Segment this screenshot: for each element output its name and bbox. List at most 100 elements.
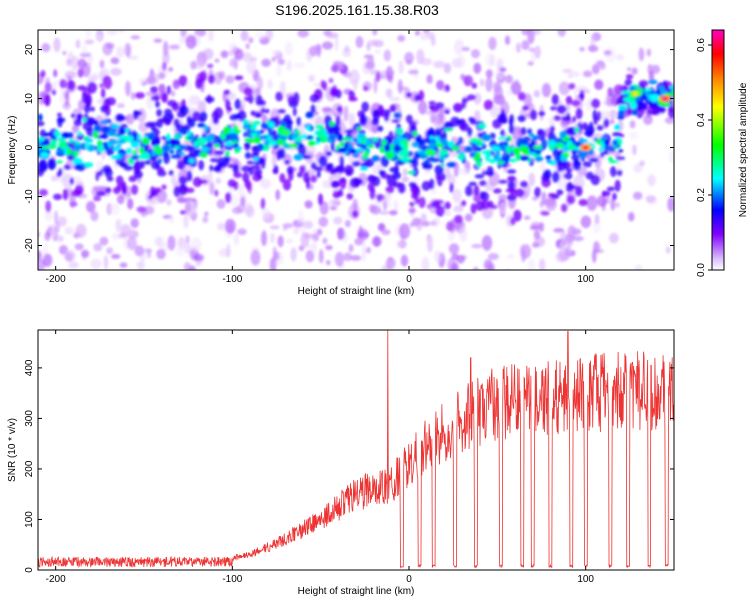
heatmap-cell [168,170,174,176]
heatmap-cell [212,117,220,125]
heatmap-cell [186,115,192,125]
x-tick-label: 100 [577,574,594,585]
heatmap-cell [89,106,95,112]
heatmap-cell [214,107,224,119]
heatmap-cell [279,80,287,96]
heatmap-cell [371,155,381,162]
heatmap-cell [430,158,440,163]
heatmap-cell [308,74,316,82]
heatmap-cell [557,30,566,37]
heatmap-cell [385,88,393,98]
heatmap-cell [395,128,404,135]
heatmap-cell [612,192,617,201]
heatmap-cell [385,257,396,270]
heatmap-cell [130,218,139,229]
heatmap-cell [333,216,343,225]
heatmap-cell [141,138,150,145]
heatmap-cell [625,73,634,80]
heatmap-cell [232,163,239,174]
heatmap-cell [240,196,246,207]
heatmap-cell [227,163,234,169]
heatmap-cell [277,109,286,114]
heatmap-cell [119,152,125,158]
heatmap-cell [541,82,552,98]
heatmap-cell [304,200,313,209]
heatmap-cell [83,162,94,168]
heatmap-cell [284,41,293,56]
heatmap-cell [96,190,106,197]
heatmap-cell [600,151,605,158]
heatmap-cell [561,120,571,126]
heatmap-cell [566,112,571,121]
heatmap-cell [233,13,241,23]
heatmap-cell [183,261,191,270]
heatmap-cell [106,202,113,215]
heatmap-cell [133,170,143,179]
heatmap-cell [428,141,436,150]
heatmap-cell [647,174,656,187]
heatmap-cell [517,91,526,101]
heatmap-cell [61,79,67,87]
colorbar-tick-label: 0.6 [696,38,707,52]
heatmap-cell [246,59,257,75]
heatmap-cell [670,91,674,97]
colorbar-tick-label: 0.0 [696,263,707,277]
heatmap-cell [658,85,665,93]
heatmap-cell [116,144,122,148]
heatmap-cell [433,250,442,263]
heatmap-cell [173,135,181,139]
heatmap-cell [110,155,120,160]
heatmap-cell [532,196,539,201]
heatmap-cell [314,140,320,145]
heatmap-cell [253,169,263,176]
heatmap-cell [385,185,395,194]
heatmap-cell [124,42,132,57]
heatmap-cell [489,105,500,118]
heatmap-cell [401,176,410,183]
heatmap-cell [428,105,436,110]
heatmap-cell [336,105,343,113]
snr-y-ticks: 0 100 200 300 400 [24,359,674,573]
heatmap-cell [483,259,493,270]
heatmap-cell [327,139,333,144]
heatmap-cell [402,168,408,177]
heatmap-cell [332,199,340,207]
heatmap-cell [433,60,446,69]
heatmap-cell [285,238,294,244]
heatmap-cell [418,100,428,115]
heatmap-cell [568,83,576,90]
heatmap-cell [465,185,473,197]
heatmap-cell [498,194,507,202]
heatmap-cell [190,60,197,70]
heatmap-cell [489,132,496,140]
heatmap-cell [166,85,172,95]
heatmap-cell [344,129,355,134]
spectrogram-x-ticks: -200 -100 0 100 [46,30,594,285]
heatmap-cell [371,138,379,142]
heatmap-cell [260,198,266,210]
heatmap-cell [101,125,110,134]
heatmap-cell [53,37,61,53]
heatmap-cell [391,119,400,124]
heatmap-cell [575,185,583,197]
heatmap-cell [621,90,632,95]
heatmap-cell [424,169,431,174]
heatmap-cell [473,266,479,270]
heatmap-cell [56,112,62,118]
heatmap-cell [374,49,381,55]
heatmap-cell [227,50,235,56]
heatmap-cell [489,54,494,66]
heatmap-cell [663,92,672,96]
heatmap-cell [475,200,485,212]
heatmap-cell [337,164,345,174]
heatmap-cell [261,230,268,247]
heatmap-cell [309,94,319,103]
heatmap-cell [297,30,309,38]
heatmap-cell [62,188,69,201]
heatmap-cell [648,79,658,85]
heatmap-cell [125,80,131,97]
heatmap-cell [111,123,120,130]
heatmap-cell [665,246,671,254]
heatmap-cell [202,216,209,224]
heatmap-cell [305,177,310,190]
